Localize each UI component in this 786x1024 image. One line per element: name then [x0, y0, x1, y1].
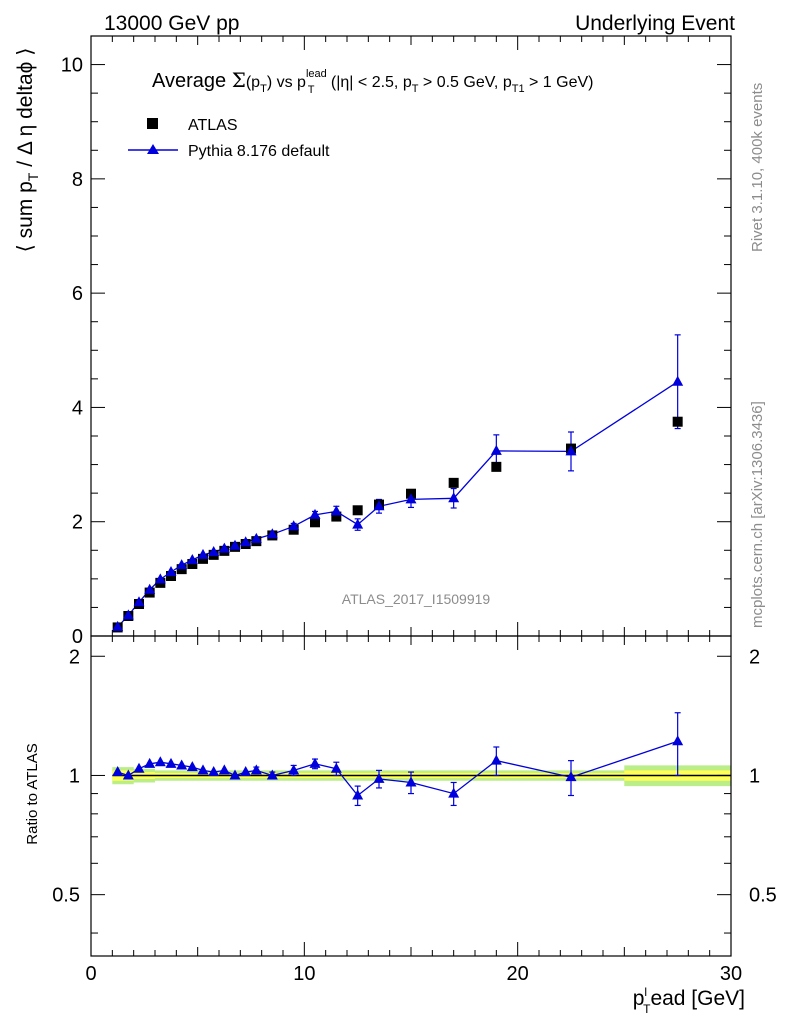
ratio-point	[186, 761, 198, 772]
chart-title: Average Σ(pT) vs plead T (|η| < 2.5, pT >…	[152, 68, 593, 96]
ratio-point	[490, 754, 502, 765]
ratio-point	[122, 769, 134, 780]
legend-pythia-marker	[147, 144, 159, 154]
pythia-point	[218, 542, 230, 553]
ratio-point	[405, 776, 417, 787]
ratio-y-tick-label: 2	[69, 646, 80, 668]
pythia-point	[352, 518, 364, 529]
atlas-point	[352, 505, 363, 516]
pythia-point	[197, 548, 209, 559]
main-y-tick-label: 2	[72, 512, 83, 534]
main-panel-frame	[90, 35, 732, 637]
ratio-y-tick-label-right: 0.5	[749, 885, 777, 907]
ratio-panel-data	[112, 712, 684, 807]
x-tick-label: 0	[85, 963, 96, 985]
legend-atlas-label: ATLAS	[188, 117, 238, 134]
atlas-point	[491, 461, 502, 472]
pythia-point	[448, 492, 460, 503]
atlas-point	[448, 477, 459, 488]
ratio-point	[165, 757, 177, 768]
main-y-tick-label: 10	[61, 55, 83, 77]
x-tick-label: 10	[293, 963, 315, 985]
pythia-point	[250, 532, 262, 543]
main-y-tick-label: 4	[72, 397, 83, 419]
main-y-axis-label: ⟨ sum pT / Δ η deltaϕ ⟩	[14, 48, 41, 253]
mcplots-label: mcplots.cern.ch [arXiv:1306.3436]	[749, 401, 766, 628]
ratio-point	[112, 766, 124, 777]
legend: ATLAS Pythia 8.176 default	[128, 117, 330, 160]
ratio-point	[144, 757, 156, 768]
pythia-point	[565, 445, 577, 456]
pythia-point	[405, 493, 417, 504]
ratio-point	[240, 766, 252, 777]
pythia-point	[330, 505, 342, 516]
ratio-y-tick-label-right: 1	[749, 765, 760, 787]
pythia-point	[186, 554, 198, 564]
pythia-point	[176, 559, 188, 570]
ratio-y-tick-label-right: 2	[749, 646, 760, 668]
ratio-point	[373, 772, 385, 783]
legend-atlas-marker	[147, 118, 158, 129]
pythia-point	[112, 620, 124, 631]
legend-pythia-label: Pythia 8.176 default	[188, 143, 330, 160]
pythia-point	[229, 539, 241, 550]
ratio-point	[229, 769, 241, 780]
pythia-point	[373, 500, 385, 511]
ratio-point	[197, 764, 209, 775]
header-left: 13000 GeV pp	[104, 12, 239, 35]
ratio-point	[250, 764, 262, 775]
ratio-point	[266, 769, 278, 780]
ratio-y-axis-label: Ratio to ATLAS	[24, 743, 41, 844]
ratio-point	[565, 771, 577, 782]
ratio-y-tick-label: 0.5	[52, 885, 80, 907]
ratio-point	[218, 764, 230, 775]
pythia-point	[133, 596, 145, 607]
pythia-point	[266, 528, 278, 539]
ratio-y-tick-label: 1	[69, 765, 80, 787]
pythia-point	[208, 546, 220, 556]
pythia-point	[122, 609, 134, 620]
pythia-point	[144, 583, 156, 594]
rivet-label: Rivet 3.1.10, 400k events	[749, 83, 766, 252]
ratio-point	[154, 756, 166, 767]
ratio-point	[133, 762, 145, 773]
ratio-panel-frame	[90, 635, 732, 957]
x-tick-label: 20	[507, 963, 529, 985]
main-y-tick-label: 8	[72, 169, 83, 191]
ratio-point	[208, 766, 220, 777]
ratio-point	[448, 787, 460, 798]
ratio-point	[176, 759, 188, 770]
pythia-point	[672, 375, 684, 386]
ratio-point	[352, 789, 364, 800]
x-tick-label: 30	[720, 963, 742, 985]
pythia-point	[240, 536, 252, 547]
analysis-watermark: ATLAS_2017_I1509919	[342, 591, 491, 607]
x-axis-label: pl Tead [GeV]	[633, 985, 745, 1016]
ratio-point	[309, 757, 321, 768]
main-panel-data	[112, 334, 684, 633]
ratio-point	[330, 762, 342, 773]
atlas-point	[310, 517, 320, 528]
pythia-point	[490, 444, 502, 455]
pythia-point	[154, 573, 166, 584]
header-right: Underlying Event	[575, 12, 735, 35]
atlas-point	[672, 416, 683, 427]
ratio-point	[672, 735, 684, 746]
main-y-tick-label: 0	[72, 626, 83, 648]
main-y-tick-label: 6	[72, 283, 83, 305]
pythia-point	[309, 508, 321, 519]
atlas-point	[331, 511, 342, 522]
pythia-point	[288, 520, 300, 531]
ratio-point	[288, 764, 300, 775]
pythia-point	[165, 566, 177, 576]
